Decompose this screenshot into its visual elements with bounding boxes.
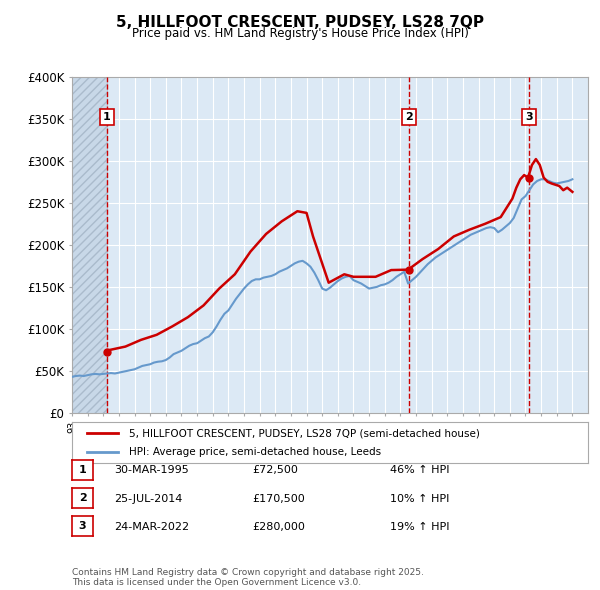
Text: 5, HILLFOOT CRESCENT, PUDSEY, LS28 7QP (semi-detached house): 5, HILLFOOT CRESCENT, PUDSEY, LS28 7QP (… [129, 428, 479, 438]
Text: 3: 3 [79, 522, 86, 531]
Text: £280,000: £280,000 [252, 522, 305, 532]
Bar [72, 77, 107, 413]
Text: Contains HM Land Registry data © Crown copyright and database right 2025.
This d: Contains HM Land Registry data © Crown c… [72, 568, 424, 587]
Text: £72,500: £72,500 [252, 466, 298, 475]
Text: 2: 2 [79, 493, 86, 503]
Text: 5, HILLFOOT CRESCENT, PUDSEY, LS28 7QP: 5, HILLFOOT CRESCENT, PUDSEY, LS28 7QP [116, 15, 484, 30]
Text: 24-MAR-2022: 24-MAR-2022 [114, 522, 189, 532]
Text: Price paid vs. HM Land Registry's House Price Index (HPI): Price paid vs. HM Land Registry's House … [131, 27, 469, 40]
Text: HPI: Average price, semi-detached house, Leeds: HPI: Average price, semi-detached house,… [129, 447, 381, 457]
Text: 19% ↑ HPI: 19% ↑ HPI [390, 522, 449, 532]
Text: 2: 2 [405, 112, 413, 122]
Text: 1: 1 [79, 465, 86, 474]
Text: 3: 3 [525, 112, 533, 122]
Text: £170,500: £170,500 [252, 494, 305, 503]
Text: 30-MAR-1995: 30-MAR-1995 [114, 466, 189, 475]
Text: 46% ↑ HPI: 46% ↑ HPI [390, 466, 449, 475]
Text: 1: 1 [103, 112, 111, 122]
Text: 10% ↑ HPI: 10% ↑ HPI [390, 494, 449, 503]
Text: 25-JUL-2014: 25-JUL-2014 [114, 494, 182, 503]
